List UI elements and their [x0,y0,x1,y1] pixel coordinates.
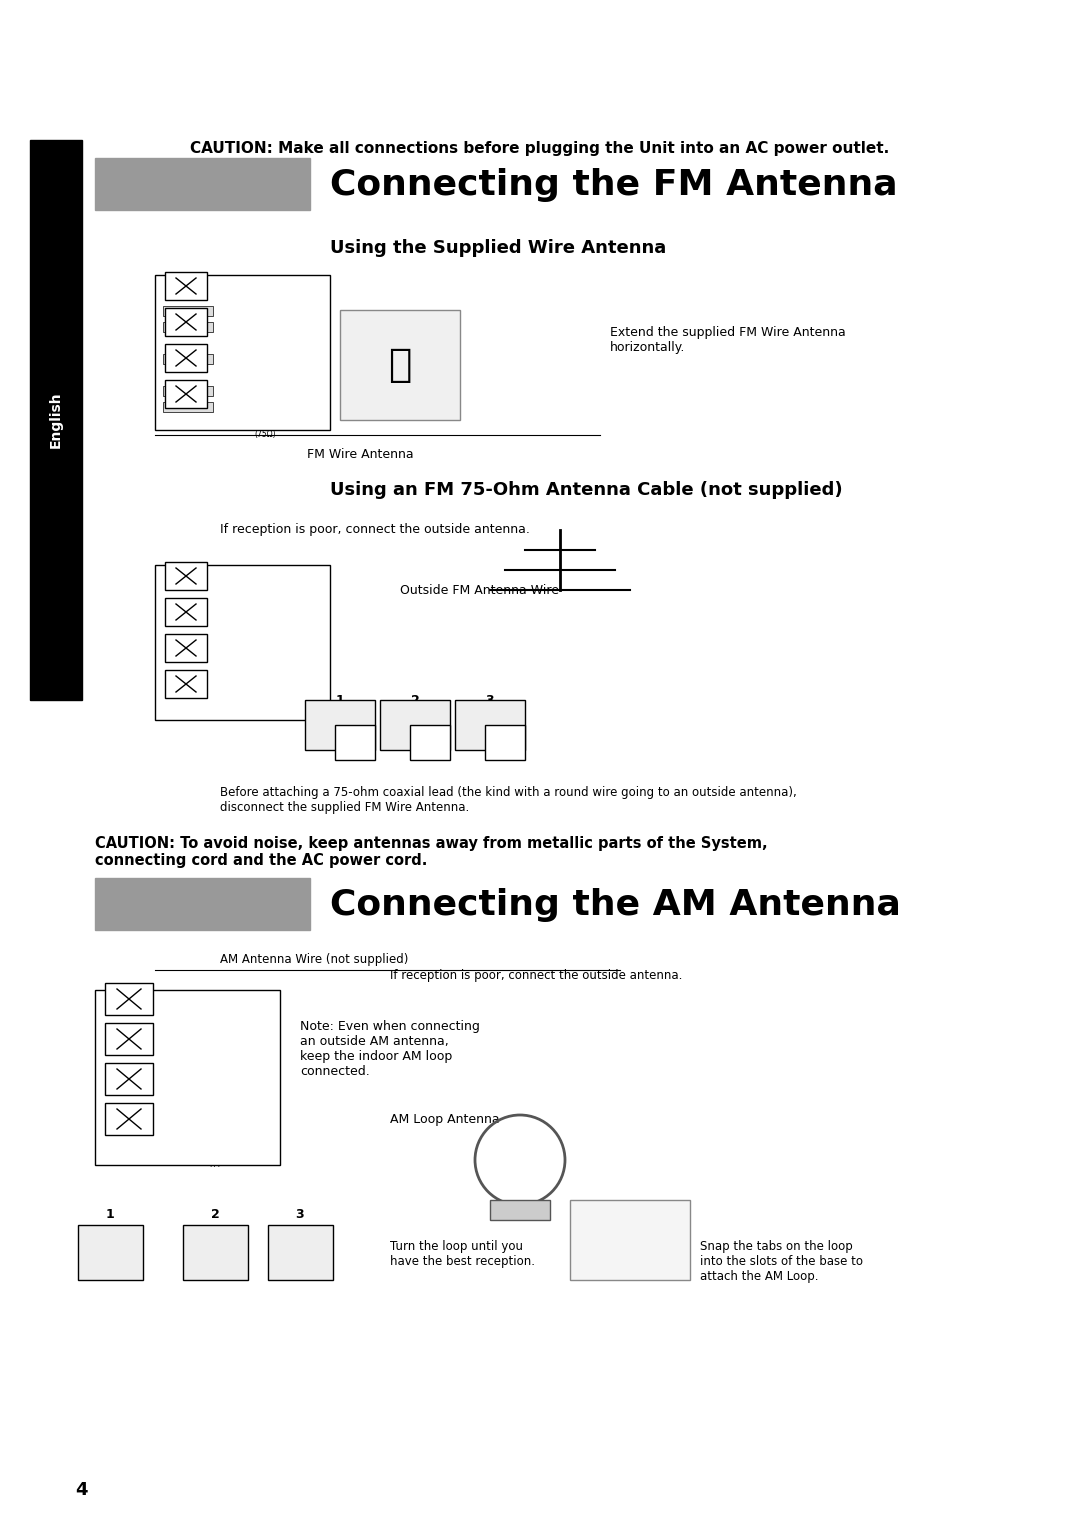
Bar [380,700,450,751]
Bar [165,670,207,699]
Bar [340,310,460,420]
Text: Connecting the FM Antenna: Connecting the FM Antenna [330,168,897,202]
Text: GND: GND [217,309,231,313]
Text: AM EXT: AM EXT [217,356,241,361]
Bar [455,700,525,751]
Bar [165,635,207,662]
Bar [335,725,375,760]
Bar [95,989,280,1165]
Bar [78,1225,143,1280]
Text: AM LOOP: AM LOOP [158,1067,189,1073]
Text: 3: 3 [296,1208,305,1222]
Text: If reception is poor, connect the outside antenna.: If reception is poor, connect the outsid… [220,523,530,537]
Bar [410,725,450,760]
Text: AM LOOP: AM LOOP [217,324,245,330]
Text: 2: 2 [211,1208,219,1222]
Bar [183,1225,248,1280]
Text: Outside FM Antenna Wire: Outside FM Antenna Wire [400,584,559,596]
Bar [105,1023,153,1055]
Text: FM: FM [210,1161,220,1170]
Bar [165,563,207,590]
Text: Snap the tabs on the loop
into the slots of the base to
attach the AM Loop.: Snap the tabs on the loop into the slots… [700,1240,863,1283]
Bar [165,381,207,408]
Text: Before attaching a 75-ohm coaxial lead (the kind with a round wire going to an o: Before attaching a 75-ohm coaxial lead (… [220,786,797,813]
Text: English: English [49,391,63,448]
Bar [105,1102,153,1135]
Bar [156,275,330,430]
Bar [165,598,207,625]
Text: GND: GND [217,388,231,393]
Bar [105,1063,153,1095]
Text: AM Antenna Wire (not supplied): AM Antenna Wire (not supplied) [220,954,408,966]
Text: 2: 2 [410,694,419,706]
Text: FM Wire Antenna: FM Wire Antenna [307,448,414,462]
Text: 1: 1 [336,694,345,706]
Bar [95,878,310,930]
Text: AM Loop Antenna: AM Loop Antenna [390,1113,500,1127]
Bar [485,725,525,760]
Text: Using an FM 75-Ohm Antenna Cable (not supplied): Using an FM 75-Ohm Antenna Cable (not su… [330,482,842,498]
Text: 4: 4 [75,1482,87,1498]
Text: Extend the supplied FM Wire Antenna
horizontally.: Extend the supplied FM Wire Antenna hori… [610,326,846,355]
Text: CAUTION: To avoid noise, keep antennas away from metallic parts of the System,
c: CAUTION: To avoid noise, keep antennas a… [95,836,768,868]
Text: Using the Supplied Wire Antenna: Using the Supplied Wire Antenna [330,239,666,257]
Bar [163,385,213,396]
Text: ANTENNA: ANTENNA [160,277,203,286]
Bar [156,566,330,720]
Bar [570,1200,690,1280]
Text: GND: GND [158,1027,174,1034]
Text: Turn the loop until you
have the best reception.: Turn the loop until you have the best re… [390,1240,535,1268]
Bar [163,306,213,317]
Text: ANTENNA: ANTENNA [160,567,203,576]
Text: If reception is poor, connect the outside antenna.: If reception is poor, connect the outsid… [390,968,683,982]
Text: ANTENNA: ANTENNA [100,992,144,1001]
Text: FM: FM [217,405,226,410]
Bar [268,1225,333,1280]
Text: ✋: ✋ [389,346,411,384]
Text: Note: Even when connecting
an outside AM antenna,
keep the indoor AM loop
connec: Note: Even when connecting an outside AM… [300,1020,480,1078]
Bar [165,307,207,336]
Bar [105,983,153,1015]
Bar [163,402,213,411]
Bar [305,700,375,751]
Text: FM
(75Ω): FM (75Ω) [254,420,275,439]
Text: CAUTION: Make all connections before plugging the Unit into an AC power outlet.: CAUTION: Make all connections before plu… [190,141,890,156]
Text: 1: 1 [106,1208,114,1222]
Bar [490,1200,550,1220]
Bar [165,344,207,372]
Bar [30,141,82,700]
Text: AM EXT: AM EXT [158,1109,185,1115]
Bar [163,355,213,364]
Bar [165,272,207,300]
Bar [163,323,213,332]
Text: Connecting the AM Antenna: Connecting the AM Antenna [330,888,901,922]
Bar [95,157,310,209]
Text: GND: GND [158,1148,174,1154]
Text: 3: 3 [486,694,495,706]
